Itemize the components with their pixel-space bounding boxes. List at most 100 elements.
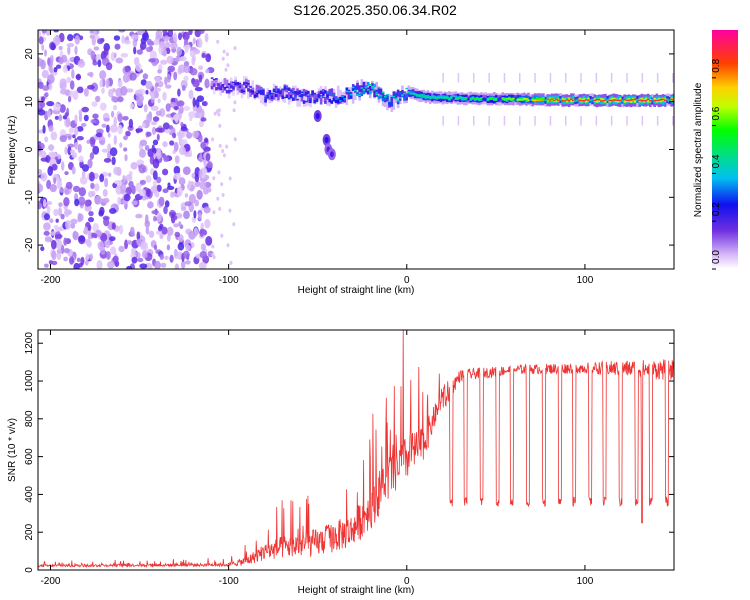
noise-blob bbox=[83, 114, 89, 122]
ridge-cell bbox=[478, 98, 481, 100]
ridge-cell bbox=[661, 98, 665, 101]
x-tick-label: 0 bbox=[404, 275, 410, 286]
noise-blob bbox=[162, 91, 167, 101]
noise-blob bbox=[174, 57, 181, 62]
noise-blob bbox=[132, 38, 138, 48]
x-tick-label: 100 bbox=[577, 275, 594, 286]
ridge-cell bbox=[572, 99, 575, 102]
noise-blob bbox=[193, 210, 197, 219]
noise-blob bbox=[156, 184, 162, 192]
noise-blob bbox=[205, 53, 212, 63]
ridge-cell bbox=[386, 98, 389, 111]
ridge-cell bbox=[503, 98, 507, 101]
ridge-cell bbox=[272, 89, 276, 91]
ridge-cell bbox=[666, 98, 669, 103]
spectrogram-ylabel: Frequency (Hz) bbox=[7, 116, 18, 185]
noise-blob bbox=[194, 173, 200, 183]
noise-blob bbox=[146, 38, 152, 44]
ridge-cell bbox=[636, 99, 639, 103]
noise-blob bbox=[149, 50, 157, 61]
noise-blob bbox=[131, 256, 138, 264]
noise-blob bbox=[218, 206, 222, 211]
noise-blob bbox=[117, 113, 123, 123]
streak bbox=[442, 116, 444, 126]
ridge-cell bbox=[473, 97, 477, 100]
noise-blob bbox=[100, 250, 106, 255]
ridge-cell bbox=[351, 87, 355, 91]
noise-blob bbox=[155, 110, 162, 116]
y-tick-label: 0 bbox=[24, 146, 35, 152]
ridge-cell bbox=[460, 96, 464, 99]
noise-blob bbox=[97, 241, 105, 251]
noise-blob bbox=[188, 89, 194, 100]
noise-blob bbox=[199, 30, 205, 34]
ridge-cell bbox=[384, 96, 387, 101]
noise-blob bbox=[138, 188, 146, 197]
noise-blob bbox=[154, 76, 161, 83]
ridge-cell bbox=[227, 83, 231, 85]
ridge-cell bbox=[317, 93, 321, 98]
noise-blob bbox=[203, 160, 207, 168]
noise-blob bbox=[156, 133, 160, 141]
noise-blob bbox=[78, 113, 83, 122]
noise-blob bbox=[93, 233, 98, 239]
noise-blob bbox=[79, 176, 88, 185]
noise-blob bbox=[186, 132, 193, 139]
ridge-cell bbox=[302, 94, 306, 96]
ridge-cell bbox=[390, 95, 393, 97]
noise-blob bbox=[108, 172, 112, 177]
noise-blob bbox=[65, 181, 73, 190]
noise-blob bbox=[88, 211, 94, 217]
noise-blob bbox=[147, 201, 154, 209]
ridge-cell bbox=[589, 99, 592, 101]
noise-blob bbox=[196, 112, 203, 119]
ridge-cell bbox=[482, 98, 485, 101]
noise-blob bbox=[68, 127, 74, 134]
ridge-cell bbox=[349, 95, 353, 99]
noise-blob bbox=[211, 137, 214, 142]
streak bbox=[503, 116, 506, 126]
noise-blob bbox=[173, 114, 179, 121]
ridge-cell bbox=[240, 89, 244, 92]
streak bbox=[473, 116, 475, 126]
noise-blob bbox=[75, 74, 81, 80]
noise-blob bbox=[169, 254, 174, 263]
noise-blob bbox=[204, 138, 209, 144]
ridge-cell bbox=[632, 98, 635, 101]
noise-blob bbox=[121, 35, 125, 44]
ridge-cell bbox=[285, 88, 289, 90]
noise-blob bbox=[70, 218, 78, 225]
ridge-cell bbox=[446, 97, 449, 100]
noise-blob bbox=[107, 261, 115, 269]
noise-blob bbox=[136, 49, 143, 55]
noise-blob bbox=[153, 244, 158, 251]
ridge-cell bbox=[653, 98, 656, 102]
noise-blob bbox=[52, 35, 61, 46]
noise-blob bbox=[129, 226, 135, 237]
noise-blob bbox=[180, 206, 187, 211]
streak bbox=[442, 73, 444, 83]
ridge-cell bbox=[653, 99, 656, 102]
ridge-cell bbox=[599, 100, 603, 102]
ridge-cell bbox=[341, 95, 344, 98]
noise-blob bbox=[67, 146, 72, 156]
noise-blob bbox=[174, 215, 178, 221]
ridge-cell bbox=[490, 97, 494, 100]
noise-blob bbox=[43, 213, 51, 221]
noise-blob bbox=[187, 180, 192, 190]
noise-blob bbox=[63, 197, 70, 207]
noise-blob bbox=[218, 143, 222, 148]
noise-blob bbox=[225, 144, 229, 149]
noise-blob bbox=[131, 200, 138, 206]
noise-blob bbox=[198, 65, 204, 70]
ridge-cell bbox=[307, 95, 310, 97]
noise-blob bbox=[97, 59, 102, 68]
noise-blob bbox=[44, 236, 52, 242]
x-tick-label: -200 bbox=[40, 576, 60, 587]
ridge-cell bbox=[277, 93, 280, 101]
noise-blob bbox=[212, 210, 216, 215]
noise-blob bbox=[126, 186, 133, 195]
noise-blob bbox=[122, 116, 129, 121]
noise-blob bbox=[140, 79, 147, 86]
